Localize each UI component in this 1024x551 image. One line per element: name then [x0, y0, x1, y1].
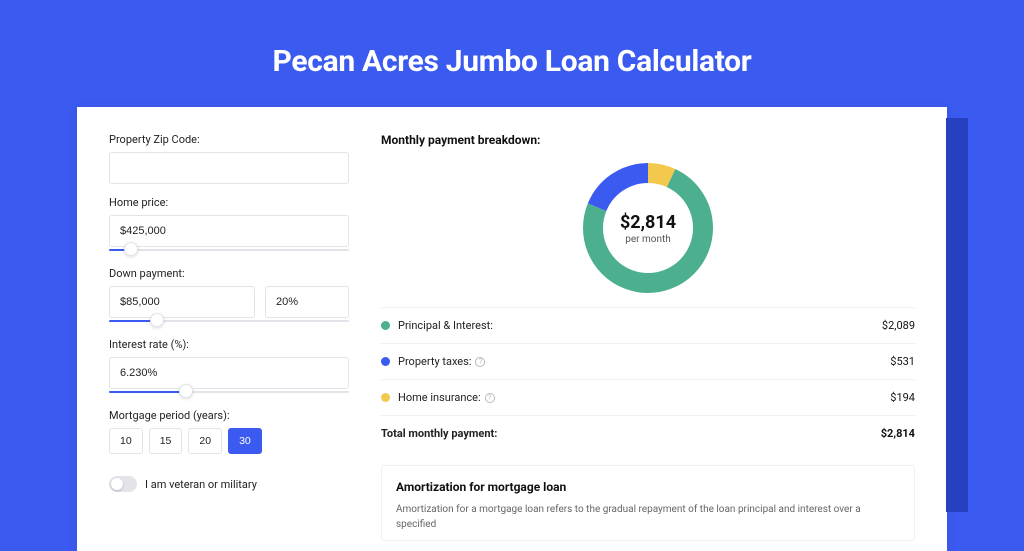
mortgage-period-label: Mortgage period (years): — [109, 409, 349, 422]
mortgage-period-field: Mortgage period (years): 10152030 — [109, 409, 349, 454]
amortization-title: Amortization for mortgage loan — [396, 480, 900, 494]
legend-value: $2,089 — [882, 319, 915, 332]
legend-dot-icon — [381, 321, 390, 330]
legend-value: $531 — [890, 355, 915, 368]
accent-edge — [946, 118, 968, 512]
page-title: Pecan Acres Jumbo Loan Calculator — [0, 0, 1024, 107]
form-column: Property Zip Code: Home price: Down paym… — [109, 133, 349, 541]
down-payment-amount-input[interactable] — [109, 286, 255, 318]
legend: Principal & Interest: $2,089 Property taxe… — [381, 307, 915, 451]
legend-row: Home insurance:? $194 — [381, 380, 915, 416]
legend-total-row: Total monthly payment: $2,814 — [381, 416, 915, 451]
interest-rate-input[interactable] — [109, 357, 349, 389]
interest-rate-label: Interest rate (%): — [109, 338, 349, 351]
legend-dot-icon — [381, 393, 390, 402]
home-price-slider[interactable] — [109, 245, 349, 255]
down-payment-label: Down payment: — [109, 267, 349, 280]
legend-label: Home insurance: — [398, 391, 481, 404]
legend-row: Property taxes:? $531 — [381, 344, 915, 380]
calculator-card: Property Zip Code: Home price: Down paym… — [77, 107, 947, 551]
payment-donut-chart: $2,814 per month — [583, 163, 713, 293]
veteran-toggle[interactable] — [109, 476, 137, 492]
veteran-row: I am veteran or military — [109, 476, 349, 492]
interest-rate-slider[interactable] — [109, 387, 349, 397]
period-option-20[interactable]: 20 — [188, 428, 222, 454]
donut-wrap: $2,814 per month — [381, 157, 915, 307]
zip-input[interactable] — [109, 152, 349, 184]
legend-value: $194 — [890, 391, 915, 404]
period-option-15[interactable]: 15 — [149, 428, 183, 454]
interest-rate-field: Interest rate (%): — [109, 338, 349, 397]
home-price-input[interactable] — [109, 215, 349, 247]
info-icon[interactable]: ? — [485, 393, 495, 403]
zip-field: Property Zip Code: — [109, 133, 349, 184]
info-icon[interactable]: ? — [475, 357, 485, 367]
donut-amount: $2,814 — [620, 212, 676, 233]
legend-dot-icon — [381, 357, 390, 366]
down-payment-slider[interactable] — [109, 316, 349, 326]
mortgage-period-options: 10152030 — [109, 428, 349, 454]
legend-total-label: Total monthly payment: — [381, 427, 497, 440]
amortization-text: Amortization for a mortgage loan refers … — [396, 502, 900, 532]
home-price-label: Home price: — [109, 196, 349, 209]
breakdown-title: Monthly payment breakdown: — [381, 133, 915, 147]
down-payment-percent-input[interactable] — [265, 286, 349, 318]
breakdown-column: Monthly payment breakdown: $2,814 per mo… — [381, 133, 915, 541]
period-option-30[interactable]: 30 — [228, 428, 262, 454]
donut-sub: per month — [625, 234, 671, 245]
down-payment-field: Down payment: — [109, 267, 349, 326]
veteran-label: I am veteran or military — [145, 478, 257, 491]
legend-total-value: $2,814 — [881, 427, 915, 440]
period-option-10[interactable]: 10 — [109, 428, 143, 454]
legend-label: Principal & Interest: — [398, 319, 493, 332]
legend-label: Property taxes: — [398, 355, 471, 368]
home-price-field: Home price: — [109, 196, 349, 255]
legend-row: Principal & Interest: $2,089 — [381, 308, 915, 344]
amortization-box: Amortization for mortgage loan Amortizat… — [381, 465, 915, 541]
zip-label: Property Zip Code: — [109, 133, 349, 146]
